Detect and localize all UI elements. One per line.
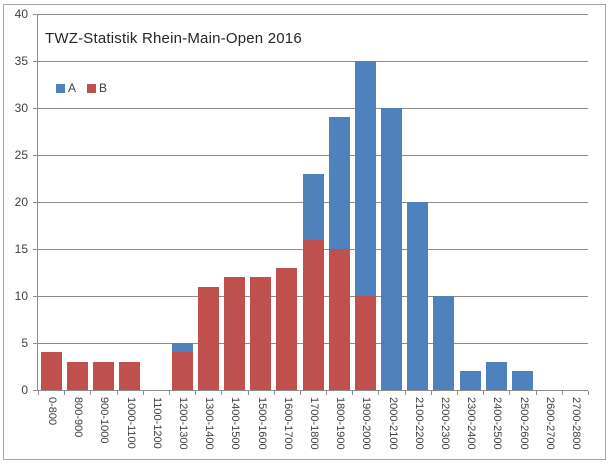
gridline-y-25 xyxy=(38,155,588,156)
x-tick-5 xyxy=(168,391,170,395)
bar-B-1800-1900 xyxy=(328,249,350,390)
x-tick-label-2600-2700: 2600-2700 xyxy=(543,397,556,450)
x-tick-label-2300-2400: 2300-2400 xyxy=(465,397,478,450)
x-tick-label-2500-2600: 2500-2600 xyxy=(517,397,530,450)
x-tick-label-0-800: 0-800 xyxy=(46,397,59,426)
bar-B-0-800 xyxy=(40,352,62,390)
x-tick-8 xyxy=(247,391,249,395)
chart-title: TWZ-Statistik Rhein-Main-Open 2016 xyxy=(45,30,302,47)
x-tick-21 xyxy=(588,391,589,395)
y-tick-label-5: 5 xyxy=(21,336,28,350)
y-tick-15 xyxy=(33,249,38,250)
x-tick-label-1800-1900: 1800-1900 xyxy=(334,397,347,450)
x-tick-18 xyxy=(509,391,511,395)
x-tick-label-1000-1100: 1000-1100 xyxy=(124,397,137,449)
x-tick-10 xyxy=(299,391,301,395)
x-tick-label-1600-1700: 1600-1700 xyxy=(281,397,294,450)
y-tick-35 xyxy=(33,61,38,62)
y-tick-label-25: 25 xyxy=(14,148,28,162)
legend-label-b: B xyxy=(99,81,108,95)
legend-swatch-a xyxy=(56,83,65,93)
x-tick-0 xyxy=(38,391,39,395)
bar-B-1300-1400 xyxy=(197,286,219,390)
bar-B-1600-1700 xyxy=(276,267,298,390)
x-tick-label-2100-2200: 2100-2200 xyxy=(412,397,425,450)
bar-B-900-1000 xyxy=(92,361,114,390)
x-tick-label-1400-1500: 1400-1500 xyxy=(229,397,242,450)
y-tick-0 xyxy=(33,390,38,391)
x-tick-label-900-1000: 900-1000 xyxy=(98,397,111,444)
y-tick-25 xyxy=(33,155,38,156)
x-tick-12 xyxy=(352,391,354,395)
x-tick-1 xyxy=(64,391,66,395)
x-tick-13 xyxy=(378,391,380,395)
x-tick-2 xyxy=(90,391,92,395)
x-tick-label-2700-2800: 2700-2800 xyxy=(569,397,582,450)
x-tick-11 xyxy=(326,391,328,395)
y-tick-20 xyxy=(33,202,38,203)
x-axis-line xyxy=(33,390,588,391)
x-tick-14 xyxy=(404,391,406,395)
y-tick-label-35: 35 xyxy=(14,54,28,68)
x-tick-16 xyxy=(457,391,459,395)
bar-A-2200-2300 xyxy=(433,296,455,390)
x-tick-17 xyxy=(483,391,485,395)
x-tick-6 xyxy=(195,391,197,395)
x-tick-label-1700-1800: 1700-1800 xyxy=(308,397,320,450)
gridline-y-30 xyxy=(38,108,588,109)
y-tick-40 xyxy=(33,14,38,15)
x-tick-label-1200-1300: 1200-1300 xyxy=(177,397,190,450)
x-tick-3 xyxy=(116,391,118,395)
y-tick-label-10: 10 xyxy=(14,289,28,303)
x-tick-label-1100-1200: 1100-1200 xyxy=(150,397,163,449)
bar-A-2500-2600 xyxy=(512,371,534,390)
gridline-y-40 xyxy=(38,14,588,15)
bar-B-1900-2000 xyxy=(354,296,376,390)
bar-B-1000-1100 xyxy=(119,361,141,390)
bar-B-1200-1300 xyxy=(171,352,193,390)
x-tick-label-1900-2000: 1900-2000 xyxy=(360,397,373,450)
x-tick-9 xyxy=(273,391,275,395)
gridline-y-35 xyxy=(38,61,588,62)
y-tick-30 xyxy=(33,108,38,109)
legend-swatch-b xyxy=(87,83,97,93)
y-tick-label-0: 0 xyxy=(21,383,28,397)
x-tick-label-800-900: 800-900 xyxy=(72,397,85,438)
x-tick-label-2000-2100: 2000-2100 xyxy=(386,397,399,450)
bar-B-800-900 xyxy=(66,361,88,390)
bar-B-1500-1600 xyxy=(250,277,272,390)
bar-A-2300-2400 xyxy=(459,371,481,390)
bar-B-1700-1800 xyxy=(302,239,324,390)
legend-label-a: A xyxy=(68,81,77,95)
legend-item-a: A xyxy=(56,81,76,95)
x-tick-label-2400-2500: 2400-2500 xyxy=(491,397,504,450)
legend: A B xyxy=(56,81,118,95)
bar-B-1400-1500 xyxy=(223,277,245,390)
y-tick-label-20: 20 xyxy=(14,195,28,209)
bar-A-2000-2100 xyxy=(381,108,403,390)
y-tick-label-30: 30 xyxy=(14,101,28,115)
x-tick-label-1300-1400: 1300-1400 xyxy=(203,397,216,450)
y-tick-5 xyxy=(33,343,38,344)
x-tick-7 xyxy=(221,391,223,395)
legend-item-b: B xyxy=(87,81,107,95)
x-tick-15 xyxy=(430,391,432,395)
y-tick-label-40: 40 xyxy=(14,7,28,21)
y-tick-10 xyxy=(33,296,38,297)
x-tick-19 xyxy=(535,391,537,395)
x-tick-4 xyxy=(142,391,144,395)
bar-A-2400-2500 xyxy=(485,361,507,390)
x-tick-label-1500-1600: 1500-1600 xyxy=(255,397,268,450)
bar-A-2100-2200 xyxy=(407,202,429,390)
x-tick-label-2200-2300: 2200-2300 xyxy=(438,397,451,450)
x-tick-20 xyxy=(561,391,563,395)
y-tick-label-15: 15 xyxy=(14,242,28,256)
